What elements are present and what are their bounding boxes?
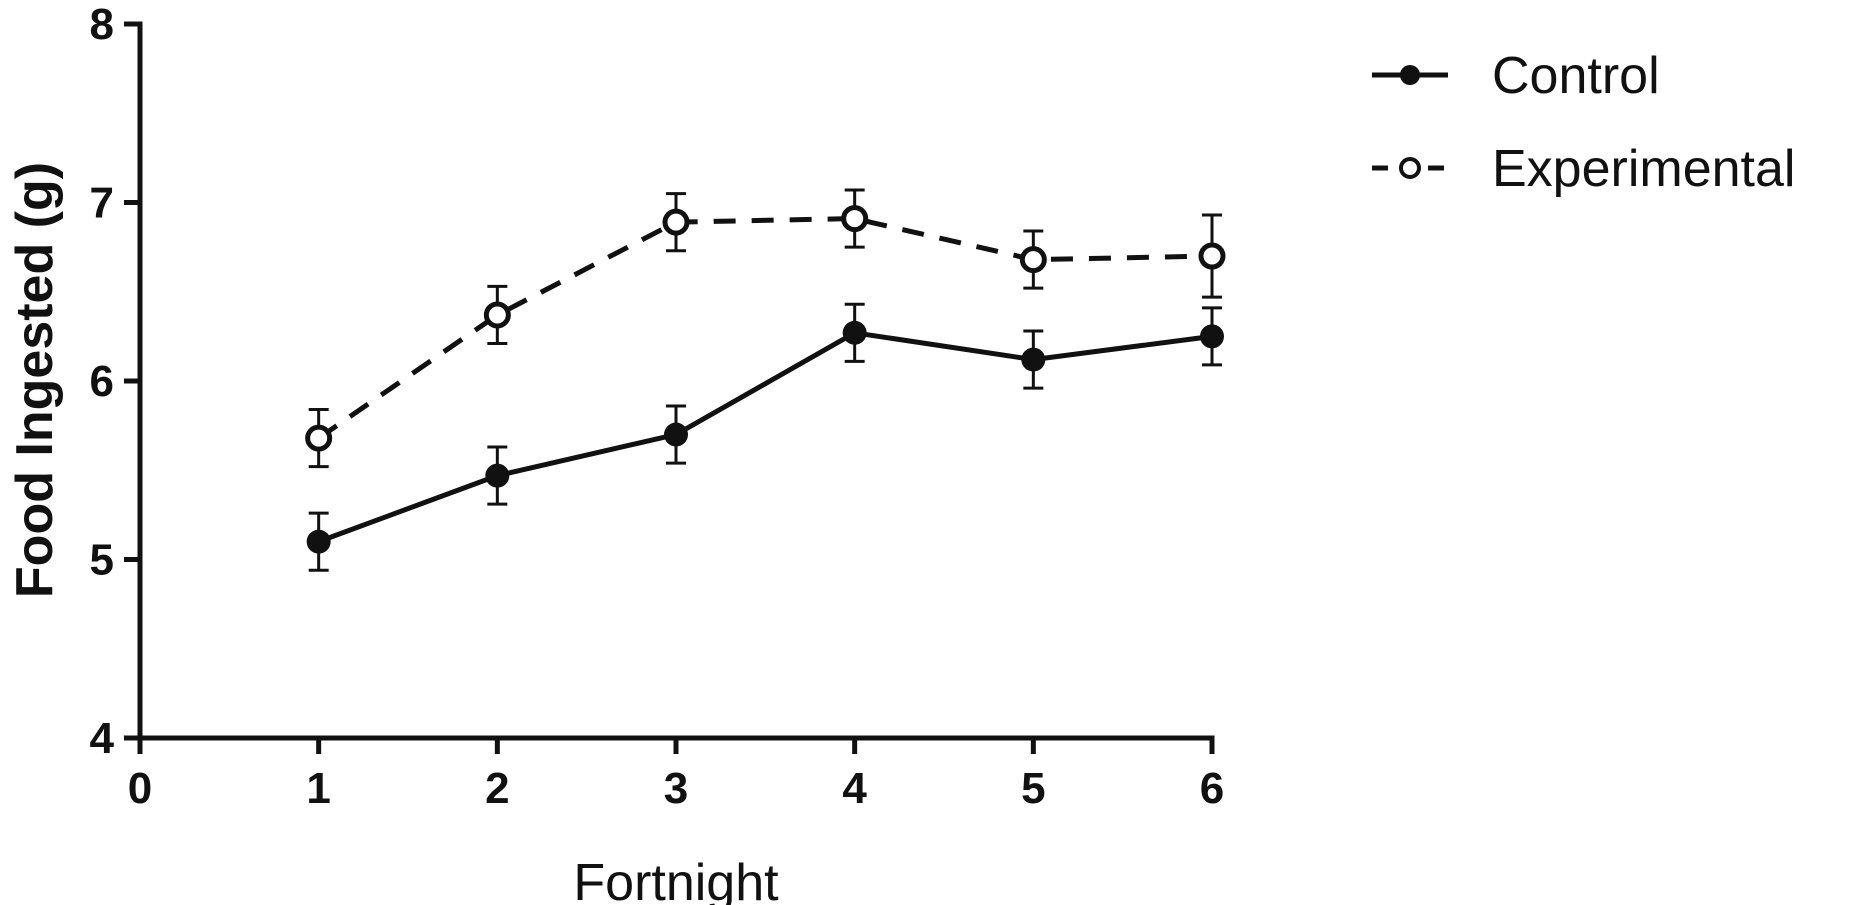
data-point [485,463,510,488]
legend-marker [1400,65,1420,85]
series-line-control [317,330,1213,544]
y-tick-label: 8 [90,0,114,49]
data-point [662,208,690,236]
data-point [842,320,867,345]
legend-label: Experimental [1492,140,1795,198]
x-tick-label: 3 [664,764,688,813]
x-tick-label: 1 [306,764,330,813]
x-tick-label: 4 [842,764,867,813]
data-point [1198,242,1226,270]
x-ticks: 0 1 2 3 4 5 6 [128,738,1224,813]
data-point [664,422,688,447]
y-tick-label: 4 [90,714,115,763]
data-point [306,529,331,554]
x-tick-label: 5 [1021,764,1045,813]
data-point [841,205,869,233]
y-tick-label: 7 [90,179,114,228]
legend: Control Experimental [1372,47,1795,198]
legend-item-experimental: Experimental [1372,140,1795,198]
x-tick-label: 0 [128,764,152,813]
y-tick-label: 5 [90,536,114,585]
data-point [483,301,511,329]
legend-item-control: Control [1372,47,1660,105]
series-experimental [305,188,1226,469]
x-tick-label: 2 [485,764,509,813]
y-tick-label: 6 [90,357,114,406]
legend-label: Control [1492,47,1660,105]
y-ticks: 4 5 6 7 8 [90,0,140,763]
legend-marker [1399,157,1421,179]
axes [137,21,1215,741]
series-line-experimental [317,216,1213,441]
data-point [1200,324,1224,349]
x-axis-title: Fortnight [573,854,779,905]
data-point [1019,246,1047,274]
y-axis-title: Food Ingested (g) [6,162,64,598]
data-point [1021,347,1046,372]
x-tick-label: 6 [1200,764,1224,813]
series-layer [305,188,1226,572]
data-point [305,424,333,452]
series-control [306,302,1224,572]
